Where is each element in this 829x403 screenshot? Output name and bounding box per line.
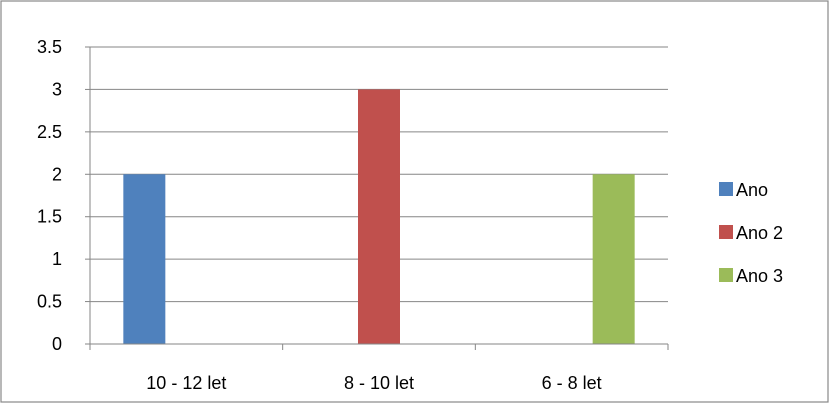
legend-swatch [719,268,733,282]
y-tick-label: 2.5 [37,122,62,142]
y-tick-label: 0 [52,334,62,354]
bar-ano-3-2 [592,174,635,344]
y-tick-label: 3 [52,79,62,99]
axes [85,46,669,350]
y-axis-tick-labels: 0 0.5 1 1.5 2 2.5 3 3.5 [37,37,62,354]
x-tick-label: 6 - 8 let [542,373,602,393]
x-tick-label: 8 - 10 let [344,373,414,393]
bars [123,89,635,344]
y-tick-label: 0.5 [37,292,62,312]
y-tick-label: 2 [52,164,62,184]
y-tick-label: 3.5 [37,37,62,57]
x-tick-label: 10 - 12 let [146,373,226,393]
legend: Ano Ano 2 Ano 3 [719,180,783,286]
legend-label: Ano 2 [736,223,783,243]
bar-ano-2-1 [358,89,400,344]
legend-swatch [719,225,733,239]
legend-swatch [719,182,733,196]
legend-label: Ano [736,180,768,200]
legend-label: Ano 3 [736,266,783,286]
x-axis-tick-labels: 10 - 12 let 8 - 10 let 6 - 8 let [146,373,601,393]
y-tick-label: 1 [52,249,62,269]
y-tick-label: 1.5 [37,207,62,227]
bar-ano-0 [123,174,166,344]
